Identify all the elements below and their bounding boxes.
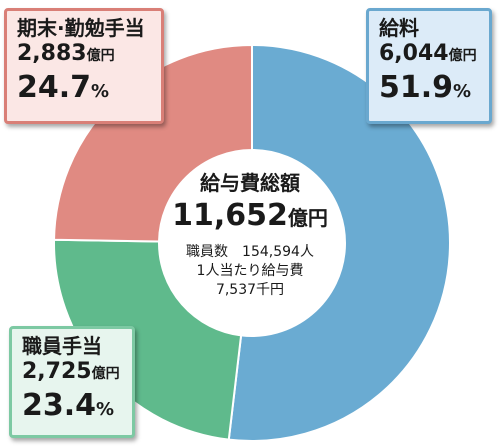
label-card-salary: 給料 6,044億円 51.9% — [366, 8, 492, 124]
label-card-bonus: 期末·勤勉手当 2,883億円 24.7% — [4, 8, 164, 124]
slice-amount: 2,725億円 — [22, 359, 120, 384]
slice-amount: 2,883億円 — [17, 41, 115, 66]
slice-name: 期末·勤勉手当 — [17, 16, 145, 40]
slice-percent: 51.9% — [379, 70, 472, 105]
center-total-value: 11,652 — [172, 198, 288, 233]
slice-name: 給料 — [379, 16, 419, 40]
center-per-person-value: 7,537千円 — [215, 282, 285, 298]
slice-percent: 23.4% — [22, 388, 115, 423]
label-card-allowance: 職員手当 2,725億円 23.4% — [9, 326, 135, 438]
donut-hole — [159, 150, 345, 336]
slice-name: 職員手当 — [22, 334, 102, 358]
center-staff-count: 職員数 154,594人 — [186, 244, 314, 260]
center-total-unit: 億円 — [287, 206, 328, 230]
center-title: 給与費総額 — [200, 171, 300, 195]
center-per-person-label: 1人当たり給与費 — [196, 263, 304, 279]
center-total: 11,652億円 — [150, 198, 350, 236]
slice-amount: 6,044億円 — [379, 41, 477, 66]
slice-percent: 24.7% — [17, 70, 110, 105]
